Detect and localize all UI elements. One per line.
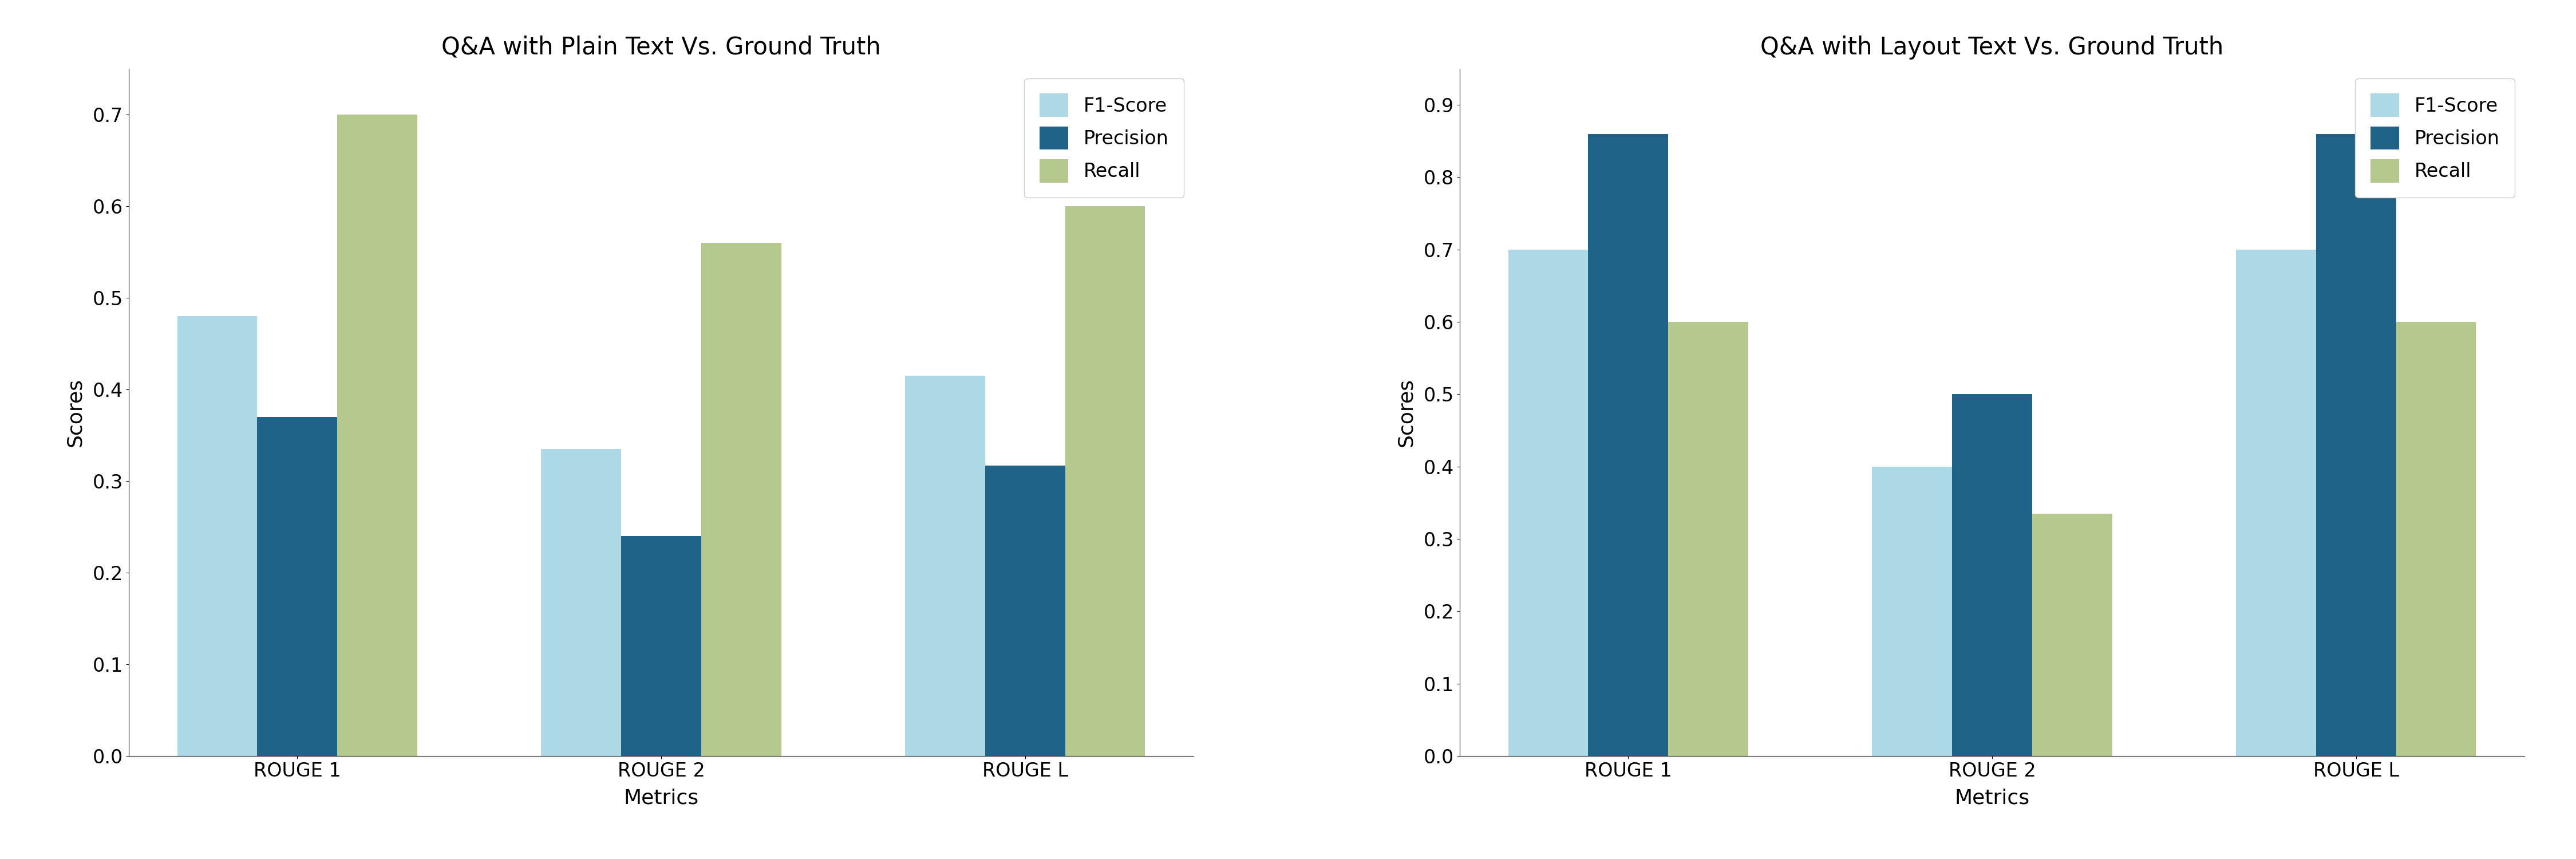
Bar bbox=[1669, 322, 1749, 756]
Bar bbox=[337, 114, 417, 756]
Bar bbox=[1589, 134, 1669, 756]
Title: Q&A with Plain Text Vs. Ground Truth: Q&A with Plain Text Vs. Ground Truth bbox=[440, 35, 881, 59]
Legend: F1-Score, Precision, Recall: F1-Score, Precision, Recall bbox=[2354, 78, 2514, 198]
Bar bbox=[2236, 250, 2316, 756]
Bar bbox=[2032, 514, 2112, 756]
Bar bbox=[1873, 466, 1953, 756]
Bar bbox=[1064, 206, 1146, 756]
Bar bbox=[258, 417, 337, 756]
Title: Q&A with Layout Text Vs. Ground Truth: Q&A with Layout Text Vs. Ground Truth bbox=[1759, 35, 2223, 59]
Y-axis label: Scores: Scores bbox=[64, 378, 85, 447]
Bar bbox=[2396, 322, 2476, 756]
Bar bbox=[1507, 250, 1589, 756]
Bar bbox=[2316, 134, 2396, 756]
X-axis label: Metrics: Metrics bbox=[623, 789, 698, 807]
Legend: F1-Score, Precision, Recall: F1-Score, Precision, Recall bbox=[1025, 78, 1185, 198]
Bar bbox=[984, 466, 1064, 756]
Bar bbox=[621, 536, 701, 756]
X-axis label: Metrics: Metrics bbox=[1955, 789, 2030, 807]
Y-axis label: Scores: Scores bbox=[1396, 378, 1417, 447]
Bar bbox=[904, 375, 984, 756]
Bar bbox=[1953, 394, 2032, 756]
Bar bbox=[701, 243, 781, 756]
Bar bbox=[178, 316, 258, 756]
Bar bbox=[541, 449, 621, 756]
